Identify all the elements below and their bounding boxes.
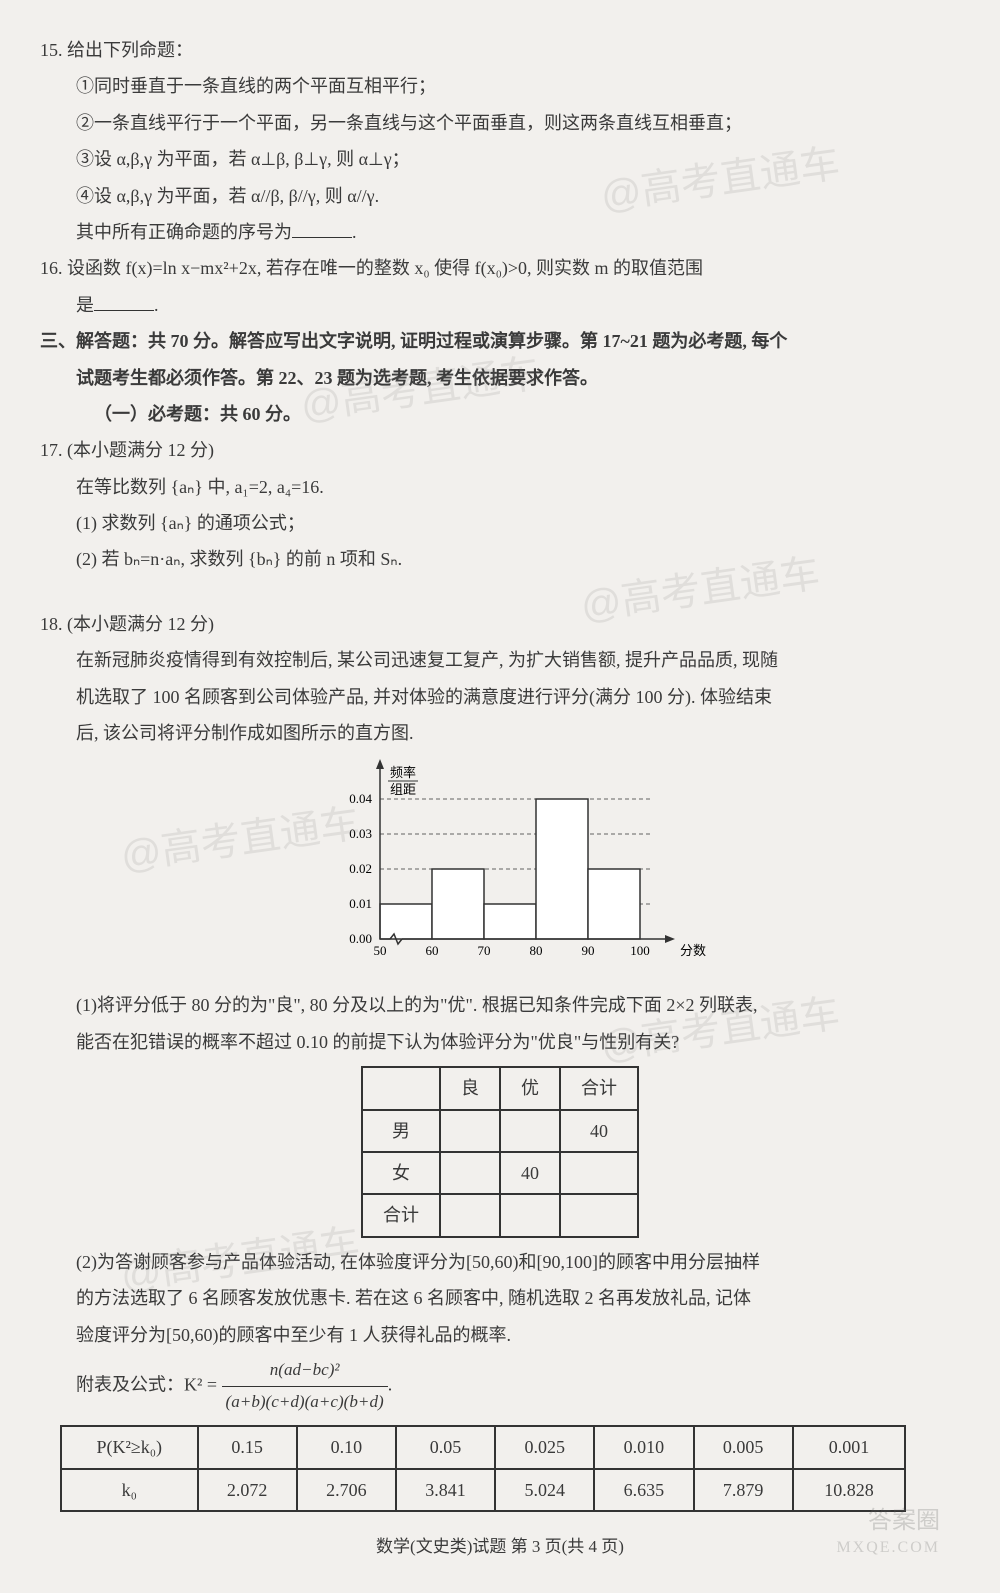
page-footer: 数学(文史类)试题 第 3 页(共 4 页) <box>40 1532 960 1563</box>
histogram: 频率组距 0.00 0.01 0.02 0.03 0.04 50 60 70 80 90 100 分数 <box>40 759 960 979</box>
svg-text:90: 90 <box>582 943 595 958</box>
q17-stem: 在等比数列 {aₙ} 中, a₁=2, a₄=16. <box>40 471 960 503</box>
svg-text:0.02: 0.02 <box>349 861 372 876</box>
page-container: @高考直通车 @高考直通车 @高考直通车 @高考直通车 @高考直通车 @高考直通… <box>40 34 960 1563</box>
svg-text:80: 80 <box>530 943 543 958</box>
critical-value-table: P(K²≥k₀) 0.15 0.10 0.05 0.025 0.010 0.00… <box>60 1425 906 1512</box>
q18-para2: 机选取了 100 名顾客到公司体验产品, 并对体验的满意度进行评分(满分 100… <box>40 681 960 713</box>
svg-text:0.03: 0.03 <box>349 826 372 841</box>
svg-text:分数: 分数 <box>680 943 706 958</box>
svg-text:0.04: 0.04 <box>349 791 372 806</box>
contingency-table: 良 优 合计 男 40 女 40 合计 <box>361 1066 639 1238</box>
q16-line2: 是. <box>40 289 960 321</box>
q15-stem: 15. 给出下列命题： <box>40 34 960 66</box>
section3-heading: 三、解答题：共 70 分。解答应写出文字说明, 证明过程或演算步骤。第 17~2… <box>40 325 960 357</box>
q15-opt3: ③设 α,β,γ 为平面，若 α⊥β, β⊥γ, 则 α⊥γ； <box>40 143 960 175</box>
svg-text:组距: 组距 <box>390 782 416 797</box>
q18-sub2c: 验度评分为[50,60)的顾客中至少有 1 人获得礼品的概率. <box>40 1319 960 1351</box>
svg-text:60: 60 <box>426 943 439 958</box>
section3-sub: （一）必考题：共 60 分。 <box>40 398 960 430</box>
q16-stem: 16. 设函数 f(x)=ln x−mx²+2x, 若存在唯一的整数 x₀ 使得… <box>40 252 960 284</box>
svg-text:100: 100 <box>630 943 650 958</box>
q15-opt2: ②一条直线平行于一个平面，另一条直线与这个平面垂直，则这两条直线互相垂直； <box>40 107 960 139</box>
svg-text:50: 50 <box>374 943 387 958</box>
q18-para1: 在新冠肺炎疫情得到有效控制后, 某公司迅速复工复产, 为扩大销售额, 提升产品品… <box>40 644 960 676</box>
q18-formula: 附表及公式：K² = n(ad−bc)² (a+b)(c+d)(a+c)(b+d… <box>40 1355 960 1418</box>
q17-p1: (1) 求数列 {aₙ} 的通项公式； <box>40 507 960 539</box>
q18-sub1a: (1)将评分低于 80 分的为"良", 80 分及以上的为"优". 根据已知条件… <box>40 989 960 1021</box>
q18-sub2b: 的方法选取了 6 名顾客发放优惠卡. 若在这 6 名顾客中, 随机选取 2 名再… <box>40 1282 960 1314</box>
q18-marks: 18. (本小题满分 12 分) <box>40 608 960 640</box>
q15-opt4: ④设 α,β,γ 为平面，若 α//β, β//γ, 则 α//γ. <box>40 180 960 212</box>
q18-para3: 后, 该公司将评分制作成如图所示的直方图. <box>40 717 960 749</box>
q17-marks: 17. (本小题满分 12 分) <box>40 434 960 466</box>
q15-ans: 其中所有正确命题的序号为. <box>40 216 960 248</box>
q18-sub2a: (2)为答谢顾客参与产品体验活动, 在体验度评分为[50,60)和[90,100… <box>40 1246 960 1278</box>
svg-text:频率: 频率 <box>390 765 416 780</box>
q18-sub1b: 能否在犯错误的概率不超过 0.10 的前提下认为体验评分为"优良"与性别有关? <box>40 1026 960 1058</box>
svg-text:0.00: 0.00 <box>349 931 372 946</box>
section3-heading2: 试题考生都必须作答。第 22、23 题为选考题, 考生依据要求作答。 <box>40 362 960 394</box>
q15-opt1: ①同时垂直于一条直线的两个平面互相平行； <box>40 70 960 102</box>
svg-text:0.01: 0.01 <box>349 896 372 911</box>
svg-text:70: 70 <box>478 943 491 958</box>
q17-p2: (2) 若 bₙ=n·aₙ, 求数列 {bₙ} 的前 n 项和 Sₙ. <box>40 543 960 575</box>
